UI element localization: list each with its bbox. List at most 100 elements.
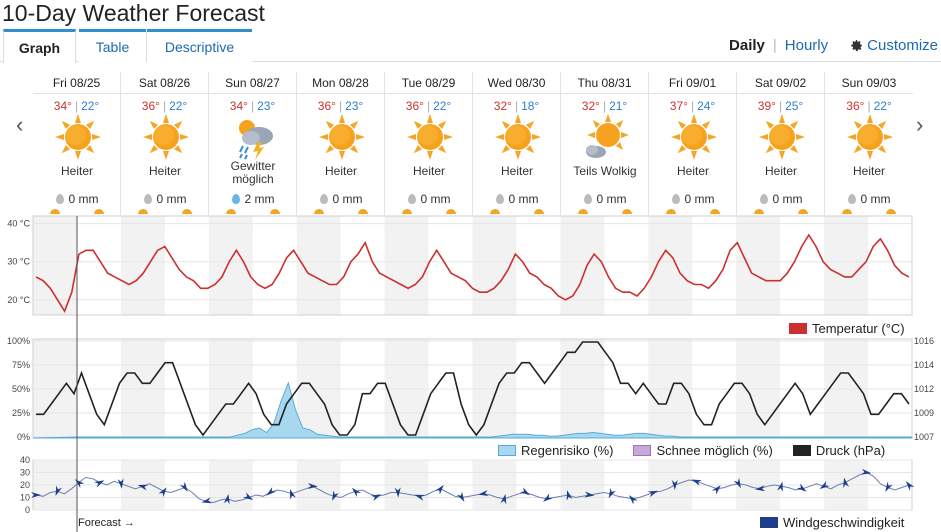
wind-arrow-icon bbox=[55, 485, 62, 496]
day-temps: 32° | 18° bbox=[473, 99, 560, 113]
wind-arrow-icon bbox=[435, 484, 444, 495]
temperature-tick-label: 30 °C bbox=[7, 257, 30, 267]
temperature-tick-label: 20 °C bbox=[7, 295, 30, 305]
wind-arrow-icon bbox=[755, 485, 766, 492]
low-temp: 18° bbox=[521, 99, 540, 113]
high-temp: 34° bbox=[53, 99, 72, 113]
tab-table[interactable]: Table bbox=[79, 29, 146, 62]
wind-legend-label: Windgeschwindigkeit bbox=[783, 515, 905, 530]
tab-descriptive[interactable]: Descriptive bbox=[147, 29, 252, 62]
day-temps: 34° | 23° bbox=[209, 99, 296, 113]
temp-separator: | bbox=[602, 99, 607, 113]
rain-amount: 0 mm bbox=[385, 192, 473, 206]
low-temp: 23° bbox=[345, 99, 364, 113]
sun-icon bbox=[55, 114, 101, 160]
sun-icon bbox=[671, 114, 717, 160]
wind-arrow-icon bbox=[843, 477, 850, 489]
day-temps: 39° | 25° bbox=[737, 99, 824, 113]
condition-label: Heiter bbox=[324, 164, 357, 178]
wind-arrow-icon bbox=[478, 490, 489, 496]
rain-legend-label: Regenrisiko (%) bbox=[521, 443, 614, 458]
wind-tick-label: 40 bbox=[20, 455, 30, 465]
sun-icon bbox=[319, 114, 365, 160]
wind-arrow-icon bbox=[332, 490, 339, 501]
day-column: Tue 08/29 36° | 22° Heiter 0 mm bbox=[385, 72, 473, 215]
rain-amount: 0 mm bbox=[121, 192, 209, 206]
wind-arrow-icon bbox=[307, 483, 318, 490]
rain-amount-label: 0 mm bbox=[420, 192, 451, 206]
low-temp: 24° bbox=[697, 99, 716, 113]
wind-arrow-icon bbox=[566, 490, 573, 501]
day-label: Sat 08/26 bbox=[121, 72, 208, 94]
condition-label: Heiter bbox=[676, 164, 709, 178]
night-band bbox=[472, 216, 517, 315]
wind-arrow-icon bbox=[519, 487, 530, 496]
wind-arrow-icon bbox=[711, 485, 721, 495]
sun-icon bbox=[495, 114, 541, 160]
day-column: Sat 09/02 39° | 25° Heiter 0 mm bbox=[737, 72, 825, 215]
prev-arrow-icon[interactable]: ‹ bbox=[16, 112, 24, 137]
wind-arrow-icon bbox=[137, 484, 149, 491]
high-temp: 36° bbox=[141, 99, 160, 113]
wind-arrow-icon bbox=[266, 487, 276, 496]
day-column: Wed 08/30 32° | 18° Heiter 0 mm bbox=[473, 72, 561, 215]
pressure-tick-label: 1007 bbox=[914, 432, 934, 442]
temperature-swatch bbox=[789, 323, 807, 334]
customize-label: Customize bbox=[867, 37, 938, 54]
temp-separator: | bbox=[74, 99, 79, 113]
sunrise-icon bbox=[490, 209, 500, 214]
next-arrow-icon[interactable]: › bbox=[916, 112, 924, 137]
raindrop-icon bbox=[495, 194, 504, 204]
low-temp: 25° bbox=[785, 99, 804, 113]
rain-amount: 0 mm bbox=[473, 192, 561, 206]
wind-arrow-icon bbox=[733, 477, 741, 489]
temp-separator: | bbox=[338, 99, 343, 113]
day-label: Sat 09/02 bbox=[737, 72, 824, 94]
day-column: Mon 08/28 36° | 23° Heiter 0 mm bbox=[297, 72, 385, 215]
day-temps: 32° | 21° bbox=[561, 99, 648, 113]
raindrop-icon bbox=[671, 194, 680, 204]
rain-amount-label: 0 mm bbox=[332, 192, 363, 206]
raindrop-icon bbox=[231, 194, 240, 204]
customize-button[interactable]: Customize bbox=[850, 37, 938, 54]
wind-arrow-icon bbox=[647, 490, 659, 498]
tab-graph[interactable]: Graph bbox=[3, 29, 76, 63]
sun-icon bbox=[143, 114, 189, 160]
wind-arrow-icon bbox=[158, 487, 167, 498]
pressure-legend-label: Druck (hPa) bbox=[815, 443, 886, 458]
condition-label: Heiter bbox=[60, 164, 93, 178]
rain-amount: 0 mm bbox=[33, 192, 121, 206]
daily-link[interactable]: Daily bbox=[729, 37, 765, 54]
sunset-icon bbox=[710, 209, 720, 214]
wind-arrow-icon bbox=[691, 479, 702, 486]
rain-risk-area bbox=[32, 381, 913, 439]
sunrise-icon bbox=[578, 209, 588, 214]
day-temps: 36° | 22° bbox=[385, 99, 472, 113]
temperature-line bbox=[35, 233, 910, 313]
wind-tick-label: 20 bbox=[20, 480, 30, 490]
wind-legend: Windgeschwindigkeit bbox=[760, 515, 904, 530]
wind-arrow-icon bbox=[500, 493, 507, 505]
rain-amount-label: 0 mm bbox=[156, 192, 187, 206]
temp-separator: | bbox=[778, 99, 783, 113]
snow-swatch bbox=[633, 445, 652, 456]
wind-arrow-icon bbox=[179, 481, 188, 492]
wind-arrow-icon bbox=[351, 487, 362, 497]
day-label: Fri 08/25 bbox=[33, 72, 120, 94]
sun-icon bbox=[407, 114, 453, 160]
raindrop-icon bbox=[55, 194, 64, 204]
daily-forecast-strip: Fri 08/25 34° | 22° Heiter 0 mm Sat 08/26 36° | 2… bbox=[33, 72, 913, 215]
wind-tick-label: 0 bbox=[25, 505, 30, 515]
wind-arrow-icon bbox=[860, 468, 872, 475]
day-column: Sun 09/03 36° | 22° Heiter 0 mm bbox=[825, 72, 913, 215]
sunset-icon bbox=[182, 209, 192, 214]
rain-amount: 0 mm bbox=[297, 192, 385, 206]
rain-amount-label: 0 mm bbox=[772, 192, 803, 206]
condition-label: Teils Wolkig bbox=[573, 164, 637, 178]
sunset-icon bbox=[534, 209, 544, 214]
rain-amount: 2 mm bbox=[209, 192, 297, 206]
hourly-link[interactable]: Hourly bbox=[784, 37, 829, 54]
temperature-panel-frame bbox=[32, 215, 913, 316]
temp-separator: | bbox=[690, 99, 695, 113]
sunset-icon bbox=[270, 209, 280, 214]
